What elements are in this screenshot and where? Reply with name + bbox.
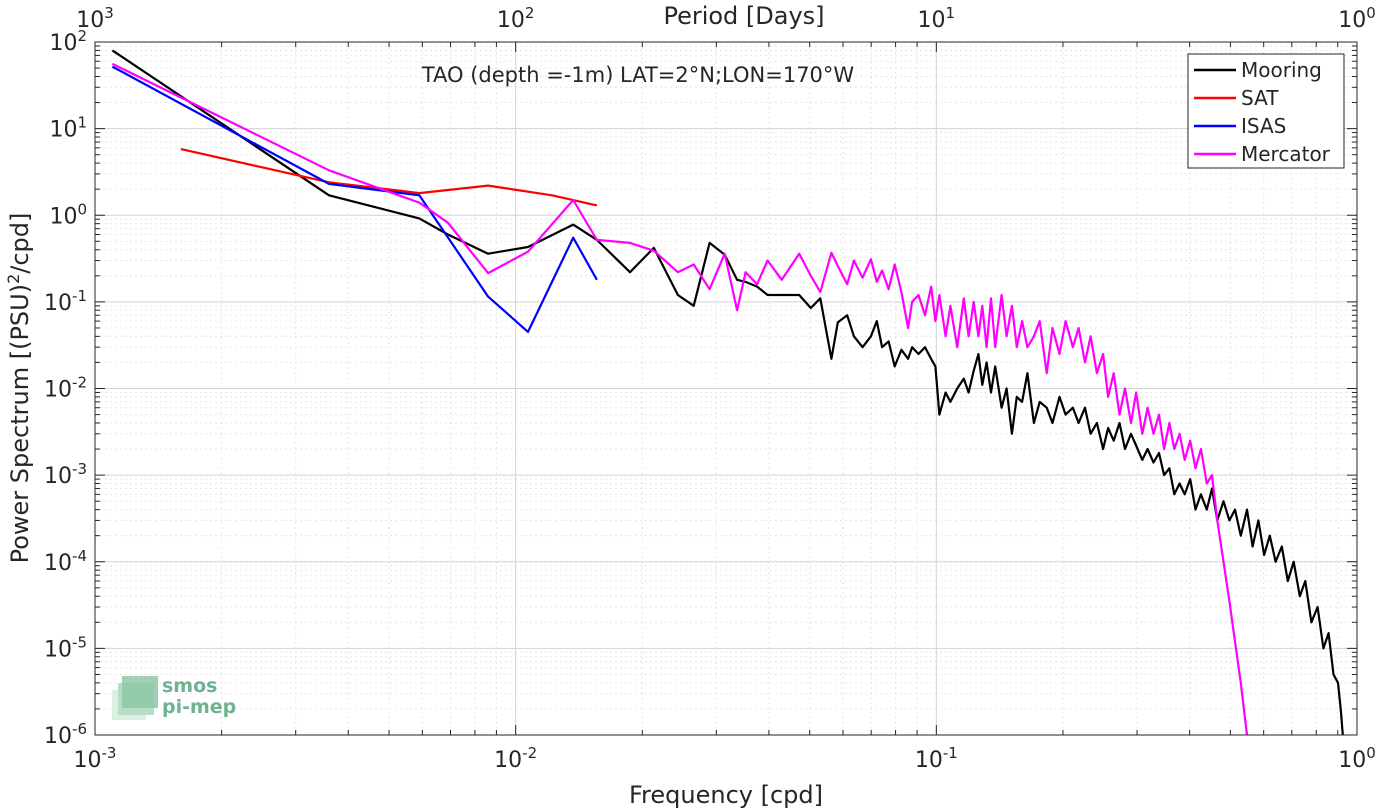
- logo-text-pimep: pi-mep: [162, 696, 236, 718]
- y-tick-base: 10: [44, 551, 72, 576]
- x-tick-label: 100: [1338, 744, 1376, 773]
- legend-label-mercator: Mercator: [1241, 142, 1331, 166]
- tick-marks: [94, 41, 1358, 736]
- legend-label-mooring: Mooring: [1241, 58, 1322, 82]
- legend: Mooring SAT ISAS Mercator: [1187, 53, 1345, 169]
- chart-title: TAO (depth =-1m) LAT=2°N;LON=170°W: [421, 63, 855, 87]
- series-line-mercator: [111, 62, 1249, 736]
- y-tick-base: 10: [44, 464, 72, 489]
- x-tick-base: 10: [494, 748, 522, 773]
- y-tick-exp: -4: [72, 547, 87, 565]
- x-tick-exp: -3: [102, 744, 117, 762]
- x-tick-base: 10: [915, 748, 943, 773]
- legend-box: [1187, 53, 1345, 169]
- top-tick-exp: 3: [104, 4, 114, 22]
- x-tick-exp: -1: [943, 744, 958, 762]
- y-tick-label: 102: [49, 27, 87, 56]
- smos-pimep-logo: smos pi-mep: [112, 675, 236, 720]
- top-tick-base: 10: [1338, 8, 1366, 33]
- x-tick-base: 10: [1338, 748, 1366, 773]
- top-tick-label: 100: [1338, 4, 1376, 33]
- y-tick-label: 101: [49, 114, 87, 143]
- y-tick-label: 10-4: [44, 547, 87, 576]
- top-tick-label: 102: [497, 4, 535, 33]
- x-tick-label: 10-1: [915, 744, 958, 773]
- y-tick-base: 10: [49, 118, 77, 143]
- logo-block-front: [122, 676, 158, 708]
- top-tick-base: 10: [918, 8, 946, 33]
- y-tick-label: 10-2: [44, 374, 87, 403]
- y-tick-exp: -1: [72, 287, 87, 305]
- x-tick-exp: 0: [1366, 744, 1376, 762]
- top-tick-exp: 1: [946, 4, 956, 22]
- y-tick-exp: -5: [72, 633, 87, 651]
- x-axis-label: Frequency [cpd]: [629, 781, 823, 809]
- y-tick-exp: -6: [72, 720, 87, 738]
- y-tick-label: 10-6: [44, 720, 87, 749]
- series-line-sat: [180, 148, 598, 207]
- x-tick-label: 10-3: [74, 744, 117, 773]
- legend-label-sat: SAT: [1241, 86, 1279, 110]
- top-tick-base: 10: [497, 8, 525, 33]
- y-tick-label: 10-5: [44, 633, 87, 662]
- y-axis-label-sup: 2: [4, 274, 23, 284]
- y-tick-exp: 0: [77, 200, 87, 218]
- y-tick-label: 10-1: [44, 287, 87, 316]
- y-tick-base: 10: [49, 31, 77, 56]
- y-tick-base: 10: [44, 291, 72, 316]
- legend-label-isas: ISAS: [1241, 114, 1286, 138]
- y-axis-label-base: Power Spectrum [(PSU): [6, 284, 34, 563]
- top-tick-exp: 0: [1366, 4, 1376, 22]
- y-tick-exp: 1: [77, 114, 87, 132]
- y-tick-exp: -3: [72, 460, 87, 478]
- top-tick-label: 101: [918, 4, 956, 33]
- y-tick-label: 10-3: [44, 460, 87, 489]
- logo-text-smos: smos: [162, 675, 217, 697]
- y-tick-base: 10: [49, 204, 77, 229]
- x-tick-base: 10: [74, 748, 102, 773]
- y-tick-base: 10: [44, 378, 72, 403]
- x-tick-label: 10-2: [494, 744, 537, 773]
- top-axis-label: Period [Days]: [663, 2, 824, 30]
- y-tick-base: 10: [44, 724, 72, 749]
- top-tick-exp: 2: [525, 4, 535, 22]
- y-tick-label: 100: [49, 200, 87, 229]
- series-line-isas: [111, 65, 598, 333]
- y-tick-exp: 2: [77, 27, 87, 45]
- y-axis-label: Power Spectrum [(PSU)2/cpd]: [4, 213, 34, 564]
- series-line-mooring: [111, 49, 1344, 736]
- top-tick-label: 103: [76, 4, 114, 33]
- series-layer: [111, 49, 1344, 736]
- y-tick-base: 10: [44, 637, 72, 662]
- y-tick-exp: -2: [72, 374, 87, 392]
- top-tick-base: 10: [76, 8, 104, 33]
- x-tick-exp: -2: [522, 744, 537, 762]
- y-axis-label-tail: /cpd]: [6, 213, 34, 274]
